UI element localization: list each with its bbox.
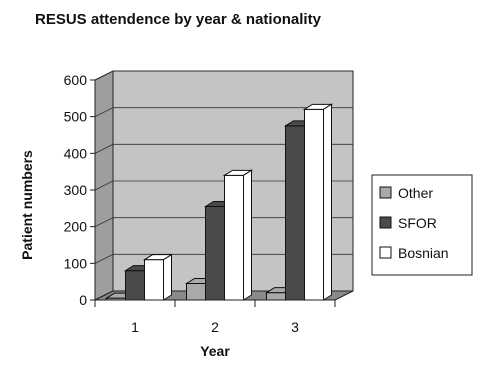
- chart-title: RESUS attendence by year & nationality: [35, 11, 322, 28]
- legend-label: SFOR: [398, 215, 437, 231]
- bar: [285, 125, 305, 301]
- legend-label: Bosnian: [398, 245, 449, 261]
- legend-label: Other: [398, 185, 433, 201]
- gridline: [94, 180, 353, 191]
- x-tick-label: 1: [131, 319, 139, 335]
- y-tick-label: 100: [64, 255, 88, 271]
- bar: [186, 283, 206, 301]
- y-tick-label: 600: [64, 72, 88, 88]
- bar-side: [323, 103, 332, 301]
- bar: [304, 108, 324, 301]
- bar-side: [243, 169, 252, 301]
- y-tick-label: 500: [64, 109, 88, 125]
- bar-side: [163, 253, 172, 301]
- legend-swatch: [379, 246, 392, 259]
- gridline: [94, 217, 353, 228]
- y-tick-label: 200: [64, 219, 88, 235]
- plot-area: 0 100 200 300 400 500 600 1 2 3: [64, 70, 354, 335]
- bar: [205, 206, 225, 301]
- gridline: [94, 107, 353, 118]
- y-tick-label: 300: [64, 182, 88, 198]
- bar: [224, 174, 244, 301]
- legend: Other SFOR Bosnian: [371, 174, 473, 276]
- legend-swatch: [379, 216, 392, 229]
- x-axis-label: Year: [200, 343, 230, 359]
- y-axis-label: Patient numbers: [19, 150, 35, 260]
- gridline: [94, 143, 353, 154]
- legend-swatch: [379, 186, 392, 199]
- gridline: [94, 253, 353, 264]
- y-tick-label: 400: [64, 145, 88, 161]
- bar: [125, 270, 145, 301]
- gridline: [94, 70, 353, 81]
- x-tick-label: 2: [211, 319, 219, 335]
- y-tick-label: 0: [79, 292, 87, 308]
- bar: [266, 292, 286, 301]
- x-tick-label: 3: [291, 319, 299, 335]
- bar: [144, 259, 164, 301]
